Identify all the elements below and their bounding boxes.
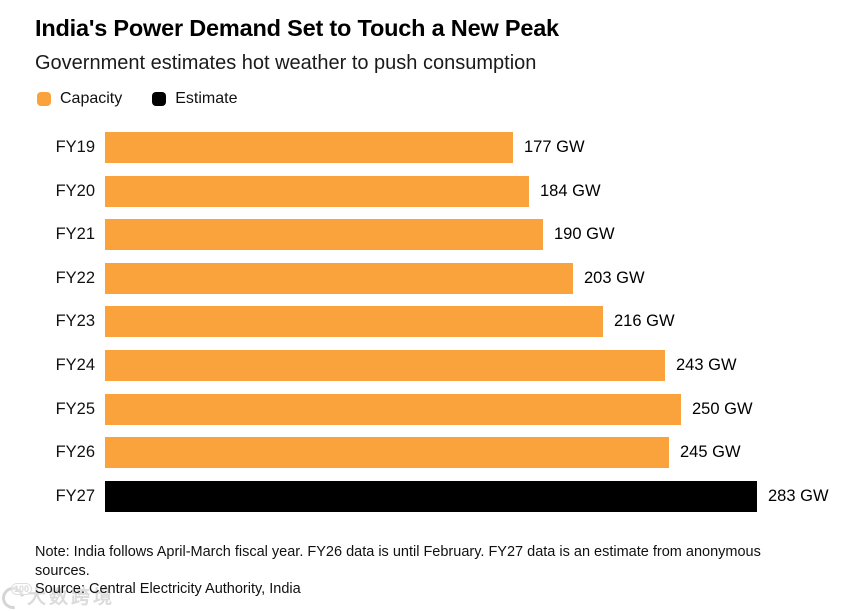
watermark-logo-icon: 100	[0, 582, 33, 611]
chart-rows: FY19 177 GW FY20 184 GW FY21 190 GW FY22 203 GW…	[35, 126, 865, 518]
chart-row: FY19 177 GW	[35, 126, 865, 170]
value-label: 190 GW	[554, 225, 615, 244]
chart-row: FY27 283 GW	[35, 474, 865, 518]
chart-row: FY20 184 GW	[35, 170, 865, 214]
bar-track: 243 GW	[105, 350, 865, 381]
category-label: FY23	[55, 312, 95, 331]
bar-track: 203 GW	[105, 262, 865, 294]
legend-item-estimate: Estimate	[152, 90, 238, 108]
chart-row: FY25 250 GW	[35, 387, 865, 431]
category-label: FY21	[55, 225, 95, 244]
chart-legend: Capacity Estimate	[37, 90, 238, 108]
watermark-logo-100: 100	[11, 582, 33, 595]
value-label: 243 GW	[676, 356, 737, 374]
category-label: FY26	[55, 443, 95, 462]
value-label: 203 GW	[584, 268, 645, 287]
value-label: 250 GW	[692, 399, 753, 418]
legend-label-capacity: Capacity	[60, 90, 123, 107]
bar-track: 283 GW	[105, 480, 865, 512]
value-label: 283 GW	[768, 486, 829, 505]
category-label: FY22	[55, 268, 95, 287]
chart-row: FY22 203 GW	[35, 257, 865, 301]
chart-row: FY24 243 GW	[35, 344, 865, 388]
chart-row: FY26 245 GW	[35, 431, 865, 475]
bar-track: 250 GW	[105, 393, 865, 425]
bar-estimate	[105, 480, 757, 512]
value-label: 177 GW	[524, 138, 585, 157]
value-label: 184 GW	[540, 181, 601, 200]
category-label: FY20	[55, 181, 95, 200]
chart-note: Note: India follows April-March fiscal y…	[35, 544, 761, 579]
watermark: 100 大数跨境	[0, 582, 116, 611]
chart-title: India's Power Demand Set to Touch a New …	[35, 15, 559, 41]
chart-subtitle: Government estimates hot weather to push…	[35, 52, 537, 74]
legend-label-estimate: Estimate	[175, 90, 238, 107]
bar-capacity	[105, 350, 665, 381]
bar-capacity	[105, 175, 529, 207]
chart-source: Source: Central Electricity Authority, I…	[35, 581, 301, 597]
value-label: 216 GW	[614, 312, 675, 331]
category-label: FY27	[55, 486, 95, 505]
estimate-swatch-icon	[152, 92, 167, 106]
value-label: 245 GW	[680, 443, 741, 462]
bar-capacity	[105, 306, 603, 338]
bar-capacity	[105, 219, 543, 251]
bar-capacity	[105, 262, 573, 294]
bar-capacity	[105, 393, 681, 425]
bar-track: 177 GW	[105, 132, 865, 164]
bar-capacity	[105, 132, 513, 164]
chart-row: FY21 190 GW	[35, 213, 865, 257]
watermark-text: 大数跨境	[27, 587, 116, 608]
capacity-swatch-icon	[37, 92, 51, 106]
legend-item-capacity: Capacity	[37, 90, 122, 108]
chart-row: FY23 216 GW	[35, 300, 865, 344]
category-label: FY24	[55, 356, 95, 374]
category-label: FY19	[55, 138, 95, 157]
category-label: FY25	[55, 399, 95, 418]
bar-track: 184 GW	[105, 175, 865, 207]
bar-track: 245 GW	[105, 437, 865, 469]
bar-capacity	[105, 437, 669, 469]
bar-track: 190 GW	[105, 219, 865, 251]
bar-track: 216 GW	[105, 306, 865, 338]
